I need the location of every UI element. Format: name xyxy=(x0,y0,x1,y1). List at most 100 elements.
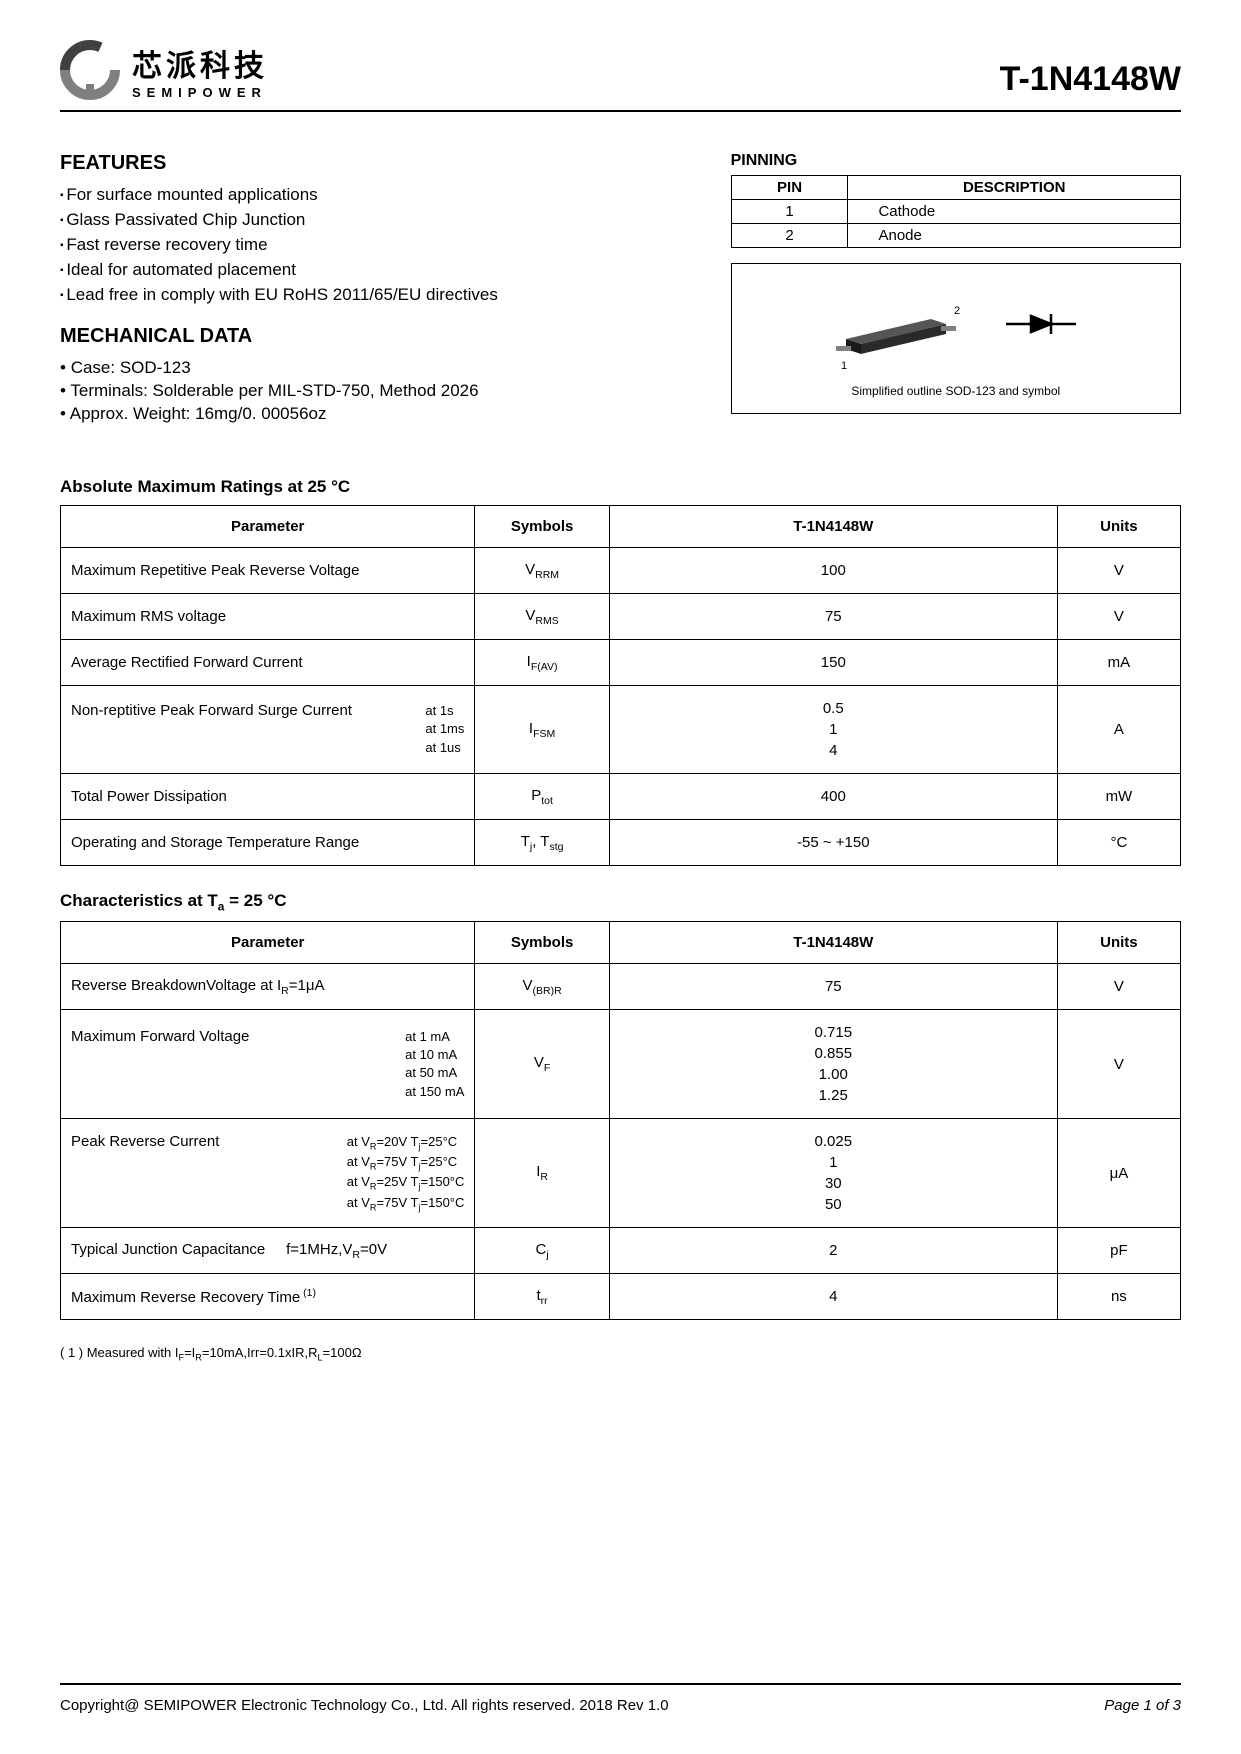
symbol-cell: IF(AV) xyxy=(475,640,609,686)
pin2-label: 2 xyxy=(954,305,960,317)
outline-diagram-box: 1 2 Simplified outline SOD-123 and symbo… xyxy=(731,263,1181,414)
value-cell: 0.02513050 xyxy=(609,1119,1057,1228)
pinning-col-desc: DESCRIPTION xyxy=(848,176,1181,200)
symbol-cell: IR xyxy=(475,1119,609,1228)
value-cell: 0.514 xyxy=(609,686,1057,774)
part-number-title: T-1N4148W xyxy=(1000,60,1181,99)
value-cell: 100 xyxy=(609,548,1057,594)
symbol-cell: IFSM xyxy=(475,686,609,774)
param-cell: Typical Junction Capacitance f=1MHz,VR=0… xyxy=(61,1228,475,1274)
pin-number: 1 xyxy=(731,200,848,224)
param-cell: Reverse BreakdownVoltage at IR=1μA xyxy=(61,964,475,1010)
mechanical-item: Case: SOD-123 xyxy=(60,358,691,378)
right-column: PINNING PIN DESCRIPTION 1 Cathode 2 Anod… xyxy=(731,152,1181,427)
mechanical-list: Case: SOD-123 Terminals: Solderable per … xyxy=(60,358,691,424)
mechanical-item: Approx. Weight: 16mg/0. 00056oz xyxy=(60,404,691,424)
col-symbols: Symbols xyxy=(475,506,609,548)
table-header-row: Parameter Symbols T-1N4148W Units xyxy=(61,922,1181,964)
symbol-cell: trr xyxy=(475,1274,609,1320)
features-title: FEATURES xyxy=(60,152,691,175)
units-cell: ns xyxy=(1057,1274,1180,1320)
col-parameter: Parameter xyxy=(61,922,475,964)
table-row: Maximum RMS voltageVRMS75V xyxy=(61,594,1181,640)
table-row: Non-reptitive Peak Forward Surge Current… xyxy=(61,686,1181,774)
logo-english: SEMIPOWER xyxy=(132,85,268,100)
units-cell: V xyxy=(1057,964,1180,1010)
logo-chinese: 芯派科技 xyxy=(132,41,268,85)
table-row: Peak Reverse Currentat VR=20V Tj=25°Cat … xyxy=(61,1119,1181,1228)
table-row: Operating and Storage Temperature RangeT… xyxy=(61,820,1181,866)
pinning-table: PIN DESCRIPTION 1 Cathode 2 Anode xyxy=(731,175,1181,248)
param-cell: Non-reptitive Peak Forward Surge Current… xyxy=(61,686,475,774)
col-units: Units xyxy=(1057,922,1180,964)
pinning-col-pin: PIN xyxy=(731,176,848,200)
characteristics-title: Characteristics at Ta = 25 °C xyxy=(60,891,1181,913)
value-cell: -55 ~ +150 xyxy=(609,820,1057,866)
value-cell: 2 xyxy=(609,1228,1057,1274)
feature-item: Fast reverse recovery time xyxy=(60,235,691,255)
copyright-text: Copyright@ SEMIPOWER Electronic Technolo… xyxy=(60,1697,669,1714)
table-row: Typical Junction Capacitance f=1MHz,VR=0… xyxy=(61,1228,1181,1274)
units-cell: V xyxy=(1057,1010,1180,1119)
param-cell: Maximum Repetitive Peak Reverse Voltage xyxy=(61,548,475,594)
footnote: ( 1 ) Measured with IF=IR=10mA,Irr=0.1xI… xyxy=(60,1345,1181,1363)
symbol-cell: VRMS xyxy=(475,594,609,640)
col-parameter: Parameter xyxy=(61,506,475,548)
mechanical-title: MECHANICAL DATA xyxy=(60,325,691,348)
units-cell: pF xyxy=(1057,1228,1180,1274)
feature-item: Lead free in comply with EU RoHS 2011/65… xyxy=(60,285,691,305)
page-header: 芯派科技 SEMIPOWER T-1N4148W xyxy=(60,40,1181,112)
col-value: T-1N4148W xyxy=(609,922,1057,964)
value-cell: 150 xyxy=(609,640,1057,686)
units-cell: mA xyxy=(1057,640,1180,686)
value-cell: 4 xyxy=(609,1274,1057,1320)
characteristics-table: Parameter Symbols T-1N4148W Units Revers… xyxy=(60,921,1181,1320)
symbol-cell: V(BR)R xyxy=(475,964,609,1010)
absolute-max-table: Parameter Symbols T-1N4148W Units Maximu… xyxy=(60,505,1181,866)
table-header-row: Parameter Symbols T-1N4148W Units xyxy=(61,506,1181,548)
param-cell: Maximum RMS voltage xyxy=(61,594,475,640)
symbol-cell: VRRM xyxy=(475,548,609,594)
pin-number: 2 xyxy=(731,224,848,248)
param-cell: Average Rectified Forward Current xyxy=(61,640,475,686)
table-row: 2 Anode xyxy=(731,224,1180,248)
units-cell: °C xyxy=(1057,820,1180,866)
param-cell: Maximum Reverse Recovery Time (1) xyxy=(61,1274,475,1320)
col-units: Units xyxy=(1057,506,1180,548)
logo-text: 芯派科技 SEMIPOWER xyxy=(132,41,268,100)
absmax-title: Absolute Maximum Ratings at 25 °C xyxy=(60,477,1181,497)
symbol-cell: VF xyxy=(475,1010,609,1119)
sod123-outline-icon: 1 2 xyxy=(816,279,1096,369)
feature-item: For surface mounted applications xyxy=(60,185,691,205)
units-cell: μA xyxy=(1057,1119,1180,1228)
value-cell: 75 xyxy=(609,964,1057,1010)
col-value: T-1N4148W xyxy=(609,506,1057,548)
table-row: Average Rectified Forward CurrentIF(AV)1… xyxy=(61,640,1181,686)
pinning-title: PINNING xyxy=(731,152,1181,170)
pin-desc: Cathode xyxy=(848,200,1181,224)
top-content-row: FEATURES For surface mounted application… xyxy=(60,152,1181,427)
logo-area: 芯派科技 SEMIPOWER xyxy=(60,40,268,100)
units-cell: V xyxy=(1057,594,1180,640)
symbol-cell: Ptot xyxy=(475,774,609,820)
param-cell: Total Power Dissipation xyxy=(61,774,475,820)
value-cell: 75 xyxy=(609,594,1057,640)
pin-desc: Anode xyxy=(848,224,1181,248)
value-cell: 400 xyxy=(609,774,1057,820)
param-cell: Peak Reverse Currentat VR=20V Tj=25°Cat … xyxy=(61,1119,475,1228)
left-column: FEATURES For surface mounted application… xyxy=(60,152,691,427)
table-row: Total Power DissipationPtot400mW xyxy=(61,774,1181,820)
table-header-row: PIN DESCRIPTION xyxy=(731,176,1180,200)
param-cell: Maximum Forward Voltageat 1 mAat 10 mAat… xyxy=(61,1010,475,1119)
table-row: Reverse BreakdownVoltage at IR=1μAV(BR)R… xyxy=(61,964,1181,1010)
feature-item: Ideal for automated placement xyxy=(60,260,691,280)
value-cell: 0.7150.8551.001.25 xyxy=(609,1010,1057,1119)
feature-item: Glass Passivated Chip Junction xyxy=(60,210,691,230)
page-footer: Copyright@ SEMIPOWER Electronic Technolo… xyxy=(60,1683,1181,1714)
units-cell: mW xyxy=(1057,774,1180,820)
table-row: 1 Cathode xyxy=(731,200,1180,224)
mechanical-item: Terminals: Solderable per MIL-STD-750, M… xyxy=(60,381,691,401)
page-number: Page 1 of 3 xyxy=(1104,1697,1181,1714)
units-cell: A xyxy=(1057,686,1180,774)
symbol-cell: Tj, Tstg xyxy=(475,820,609,866)
